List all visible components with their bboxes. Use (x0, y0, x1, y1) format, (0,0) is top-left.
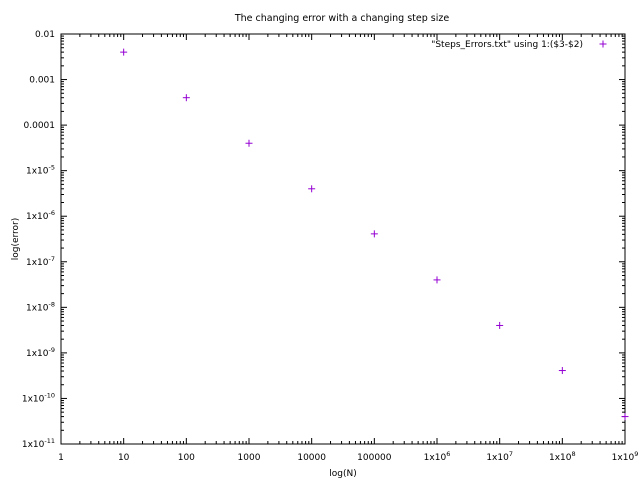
y-tick-label: 1x10-5 (26, 164, 55, 177)
x-tick-exponent: 8 (572, 450, 576, 458)
x-tick-label: 1x109 (612, 450, 639, 463)
legend: "Steps_Errors.txt" using 1:($3-$2) (431, 40, 607, 50)
y-tick-exponent: -5 (49, 164, 55, 172)
x-tick-exponent: 9 (634, 450, 638, 458)
x-tick-label: 1000 (238, 453, 261, 463)
data-point (182, 94, 190, 102)
data-point (120, 48, 128, 56)
data-point (308, 185, 316, 193)
y-axis-label: log(error) (11, 218, 21, 261)
x-tick-exponent: 7 (509, 450, 513, 458)
y-tick-label: 0.01 (35, 30, 55, 40)
data-point (433, 276, 441, 284)
legend-label: "Steps_Errors.txt" using 1:($3-$2) (431, 40, 583, 50)
y-tick-exponent: -7 (49, 255, 55, 263)
data-point (621, 413, 629, 421)
data-point (370, 230, 378, 238)
x-axis-label: log(N) (329, 469, 356, 479)
plot-frame (60, 33, 626, 445)
data-point (496, 321, 504, 329)
x-tick-label: 100000 (357, 453, 392, 463)
x-tick-label: 10000 (297, 453, 326, 463)
x-tick-label: 1x107 (486, 450, 513, 463)
y-tick-exponent: -11 (44, 437, 55, 445)
y-tick-label: 1x10-8 (26, 300, 55, 313)
y-tick-label: 0.001 (29, 76, 55, 86)
x-tick-exponent: 6 (446, 450, 450, 458)
y-tick-exponent: -6 (49, 209, 55, 217)
points-layer (120, 48, 629, 421)
data-point (245, 139, 253, 147)
y-tick-label: 1x10-6 (26, 209, 55, 222)
y-tick-label: 1x10-9 (26, 346, 55, 359)
y-tick-exponent: -8 (49, 300, 55, 308)
data-point (558, 367, 566, 375)
legend-marker (599, 40, 607, 48)
y-tick-exponent: -9 (49, 346, 55, 354)
x-tick-label: 1x106 (424, 450, 451, 463)
x-tick-label: 1 (58, 453, 64, 463)
x-tick-label: 10 (118, 453, 130, 463)
y-tick-label: 1x10-7 (26, 255, 55, 268)
x-tick-label: 100 (178, 453, 195, 463)
y-tick-label: 0.0001 (24, 121, 56, 131)
x-tick-label: 1x108 (549, 450, 576, 463)
y-tick-exponent: -10 (44, 391, 55, 399)
chart-title: The changing error with a changing step … (234, 13, 450, 24)
